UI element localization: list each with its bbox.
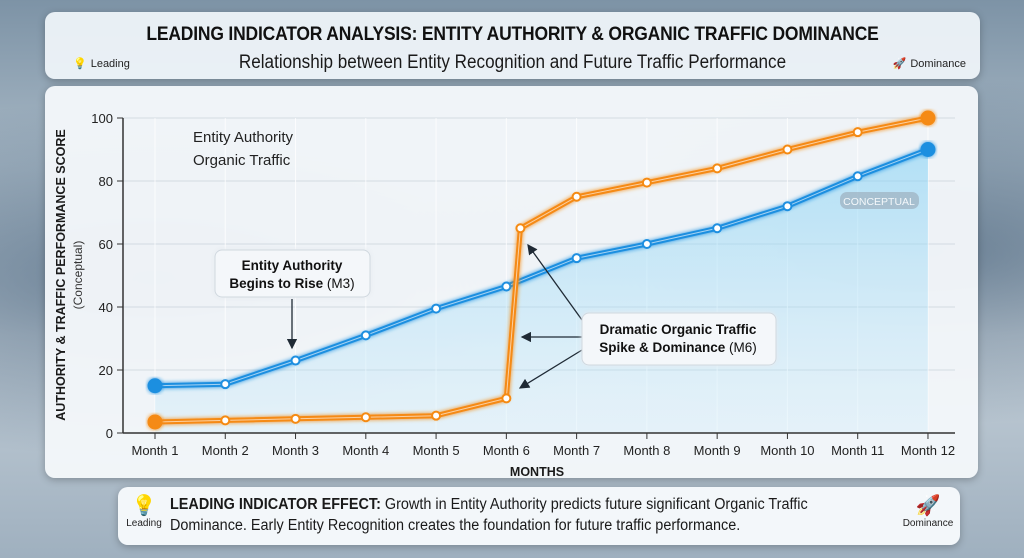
data-point [515, 223, 526, 234]
y-tick-label: 80 [99, 174, 113, 189]
y-axis-sublabel: (Conceptual) [71, 241, 85, 310]
conceptual-badge: CONCEPTUAL [840, 192, 919, 209]
effect-text: LEADING INDICATOR EFFECT: Growth in Enti… [170, 494, 821, 536]
series-lines [147, 110, 936, 430]
y-axis-label: AUTHORITY & TRAFFIC PERFORMANCE SCORE [54, 129, 68, 420]
x-tick-label: Month 9 [694, 443, 741, 458]
data-point [501, 393, 512, 404]
data-point [712, 223, 723, 234]
lightbulb-icon: 💡 [131, 495, 157, 517]
x-tick-label: Month 4 [342, 443, 389, 458]
chart-subtitle: Relationship between Entity Recognition … [238, 52, 787, 73]
data-point [920, 110, 936, 126]
data-point [852, 127, 863, 138]
data-point [290, 413, 301, 424]
y-tick-label: 20 [99, 363, 113, 378]
leading-tag: 💡 Leading [73, 57, 130, 71]
y-tick-label: 60 [99, 237, 113, 252]
annotation-m6-line2: Spike & Dominance (M6) [599, 340, 757, 355]
effect-body: Growth in Entity Authority predicts futu… [170, 496, 808, 534]
data-point [782, 144, 793, 155]
data-point [712, 163, 723, 174]
effect-dominance-tag: 🚀 Dominance [902, 493, 954, 529]
data-point [220, 379, 231, 390]
legend-label-organic-traffic: Organic Traffic [193, 152, 291, 169]
y-tick-label: 40 [99, 300, 113, 315]
effect-leading-tag: 💡 Leading [124, 493, 164, 529]
x-tick-label: Month 11 [831, 443, 884, 458]
x-axis-label: MONTHS [510, 465, 564, 479]
data-point [220, 415, 231, 426]
effect-leading-label: Leading [126, 518, 162, 529]
x-tick-label: Month 1 [132, 443, 179, 458]
chart-title: LEADING INDICATOR ANALYSIS: ENTITY AUTHO… [146, 24, 879, 45]
y-tick-label: 0 [106, 426, 113, 441]
data-point [852, 171, 863, 182]
arrow-icon [527, 243, 583, 321]
leading-indicator-effect-panel: 💡 Leading LEADING INDICATOR EFFECT: Grow… [118, 487, 960, 545]
data-point [920, 142, 936, 157]
x-tick-label: Month 10 [760, 443, 814, 458]
dominance-tag-label: Dominance [910, 57, 966, 70]
annotation-m3: Entity Authority Begins to Rise (M3) [214, 249, 371, 350]
data-point [290, 355, 301, 366]
x-tick-label: Month 7 [553, 443, 600, 458]
effect-dominance-label: Dominance [902, 518, 954, 529]
data-point [641, 177, 652, 188]
x-tick-label: Month 12 [901, 443, 955, 458]
title-panel: LEADING INDICATOR ANALYSIS: ENTITY AUTHO… [45, 12, 980, 79]
y-tick-label: 100 [91, 111, 113, 126]
legend: Entity Authority Organic Traffic [143, 129, 294, 169]
conceptual-badge-text: CONCEPTUAL [843, 196, 915, 208]
dominance-tag: 🚀 Dominance [892, 57, 966, 71]
series-highlight [154, 149, 929, 387]
x-tick-label: Month 2 [202, 443, 249, 458]
x-tick-label: Month 5 [413, 443, 460, 458]
lightbulb-icon: 💡 [73, 58, 87, 70]
data-point [641, 239, 652, 249]
rocket-icon: 🚀 [915, 495, 941, 517]
effect-heading: LEADING INDICATOR EFFECT: [170, 496, 381, 513]
data-point [147, 414, 163, 430]
x-tick-label: Month 6 [483, 443, 530, 458]
x-tick-label: Month 3 [272, 443, 319, 458]
data-point [501, 281, 512, 292]
annotation-m3-line1: Entity Authority [242, 258, 343, 273]
data-point [782, 201, 793, 212]
x-tick-label: Month 8 [623, 443, 670, 458]
data-point [360, 412, 371, 423]
annotation-m6: Dramatic Organic Traffic Spike & Dominan… [518, 243, 777, 389]
data-point [571, 191, 582, 202]
rocket-icon: 🚀 [892, 58, 907, 70]
data-point [431, 410, 442, 421]
axes: 0 20 40 60 80 100 Month 1 Month 2 Month 3 Month 4… [91, 111, 955, 458]
data-point [571, 253, 582, 264]
annotation-m3-line2: Begins to Rise (M3) [229, 276, 354, 291]
data-point [147, 378, 163, 394]
leading-tag-label: Leading [90, 57, 130, 70]
annotation-m6-line1: Dramatic Organic Traffic [600, 322, 757, 337]
data-point [431, 303, 442, 314]
legend-label-entity-authority: Entity Authority [193, 129, 294, 146]
arrow-icon [518, 349, 583, 389]
data-point [360, 330, 371, 341]
